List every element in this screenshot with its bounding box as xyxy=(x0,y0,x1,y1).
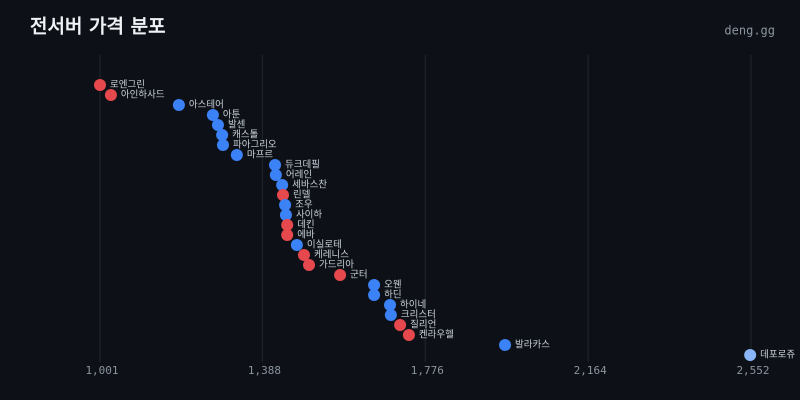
dot xyxy=(276,179,289,191)
point-label: 아인하사드 xyxy=(121,89,165,101)
x-tick-label: 1,388 xyxy=(248,364,281,377)
point-label: 세바스찬 xyxy=(292,180,327,191)
dot xyxy=(230,149,243,161)
dot xyxy=(334,269,347,281)
point-label: 질리언 xyxy=(410,319,436,331)
dot xyxy=(211,119,224,131)
point-label: 데킨 xyxy=(297,220,314,231)
point-label: 하이네 xyxy=(400,299,426,311)
dot xyxy=(279,199,292,211)
dot xyxy=(94,79,106,91)
dot xyxy=(269,159,282,171)
dot xyxy=(394,319,407,331)
point-label: 오웬 xyxy=(384,280,401,291)
point-label: 하딘 xyxy=(384,289,401,301)
point-label: 켄라우헬 xyxy=(419,330,454,341)
point-label: 아툰 xyxy=(223,110,241,121)
dot xyxy=(384,309,397,321)
dot xyxy=(172,99,185,111)
dot xyxy=(402,329,415,341)
point-label: 듀크데필 xyxy=(285,159,320,171)
point-label: 발라카스 xyxy=(515,340,550,351)
dot xyxy=(384,299,397,311)
chart-title: 전서버 가격 분포 xyxy=(30,16,166,38)
x-tick-label: 2,552 xyxy=(736,364,769,377)
point-label: 이실로테 xyxy=(307,240,342,251)
x-tick-label: 1,001 xyxy=(85,364,118,377)
dot xyxy=(269,169,282,181)
point-label: 군터 xyxy=(350,270,367,281)
dot xyxy=(303,259,316,271)
dot xyxy=(279,209,292,221)
dot xyxy=(277,189,290,201)
dot xyxy=(744,349,757,361)
point-label: 로엔그린 xyxy=(110,80,145,91)
point-label: 조우 xyxy=(295,200,313,211)
dot xyxy=(297,249,310,261)
dot xyxy=(499,339,512,351)
dot xyxy=(206,109,219,121)
dot xyxy=(104,89,117,101)
x-tick-label: 2,164 xyxy=(574,364,607,377)
point-label: 발센 xyxy=(228,120,245,131)
dot xyxy=(368,289,381,301)
point-label: 파아그리오 xyxy=(233,140,277,151)
brand: deng.gg xyxy=(724,24,775,38)
point-label: 사이하 xyxy=(296,209,322,221)
x-tick-label: 1,776 xyxy=(411,364,444,377)
dot xyxy=(281,229,294,241)
point-label: 아스테어 xyxy=(189,100,224,111)
dot xyxy=(216,139,229,151)
point-label: 마프르 xyxy=(247,150,273,161)
point-label: 크리스터 xyxy=(401,310,436,321)
point-label: 에바 xyxy=(297,230,315,241)
point-label: 케레니스 xyxy=(314,250,349,261)
point-label: 린델 xyxy=(293,189,311,201)
dot xyxy=(281,219,294,231)
point-label: 데포로쥬 xyxy=(760,350,795,361)
point-label: 어레인 xyxy=(286,170,312,181)
point-label: 가드리아 xyxy=(319,260,354,271)
dot xyxy=(290,239,303,251)
point-label: 캐스톨 xyxy=(232,130,258,141)
dot xyxy=(368,279,381,291)
dot xyxy=(216,129,229,141)
